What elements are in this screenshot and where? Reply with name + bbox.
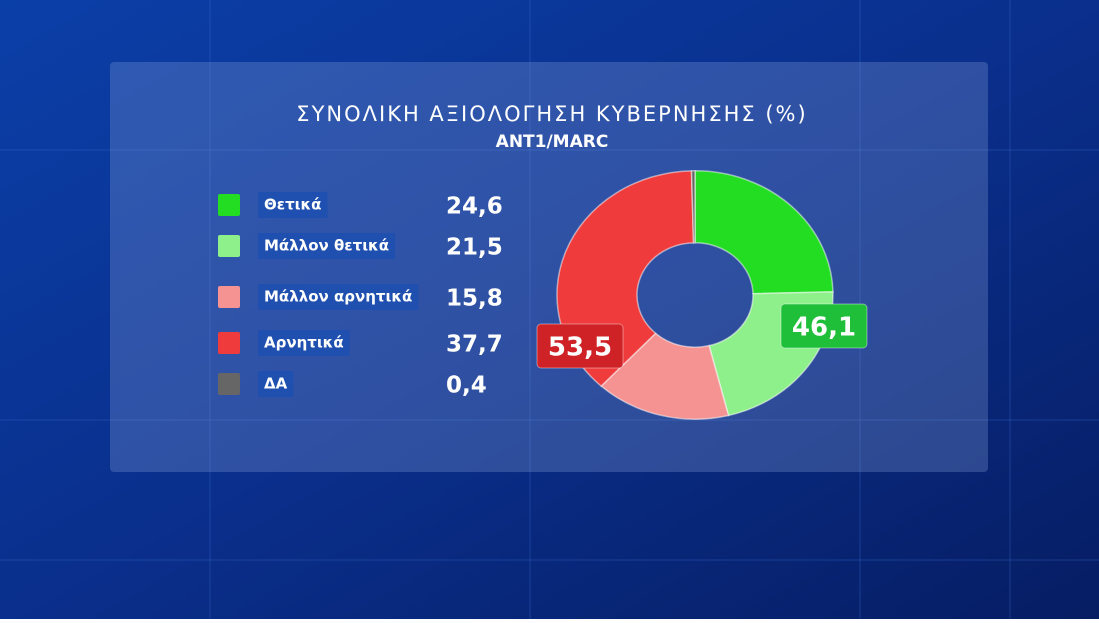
legend-label: Αρνητικά — [264, 334, 344, 352]
value-label: 24,6 — [446, 194, 503, 220]
legend-label: Θετικά — [264, 196, 321, 214]
legend-label-box — [258, 192, 328, 218]
legend-swatch — [218, 373, 240, 395]
value-label: 37,7 — [446, 332, 503, 358]
group-total-label: 53,5 — [548, 333, 612, 363]
legend-label-box — [258, 284, 419, 310]
legend-swatch — [218, 194, 240, 216]
legend-label-box — [258, 330, 350, 356]
chart-subtitle: ANT1/MARC — [496, 132, 609, 152]
legend-label: Μάλλον θετικά — [264, 237, 389, 255]
value-label: 0,4 — [446, 373, 487, 399]
legend-swatch — [218, 332, 240, 354]
donut — [556, 170, 834, 420]
legend-label-box — [258, 233, 395, 259]
group-total-box — [536, 323, 624, 369]
legend-label: ΔΑ — [264, 375, 288, 393]
group-total-box — [780, 303, 868, 349]
legend-label: Μάλλον αρνητικά — [264, 288, 412, 306]
group-total-label: 46,1 — [792, 313, 856, 343]
chart-title: ΣΥΝΟΛΙΚΗ ΑΞΙΟΛΟΓΗΣΗ ΚΥΒΕΡΝΗΣΗΣ (%) — [296, 102, 807, 126]
value-label: 21,5 — [446, 235, 503, 261]
legend-label-box — [258, 371, 294, 397]
donut-slice — [694, 170, 834, 295]
value-label: 15,8 — [446, 286, 503, 312]
donut-slice — [690, 170, 696, 244]
legend-swatch — [218, 286, 240, 308]
legend-swatch — [218, 235, 240, 257]
